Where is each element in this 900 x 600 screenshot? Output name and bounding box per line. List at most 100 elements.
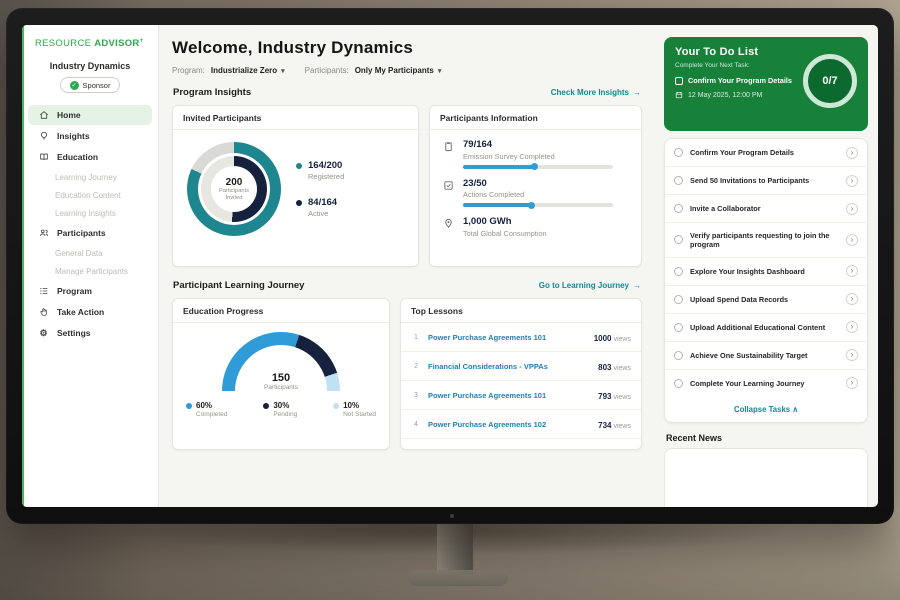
sidebar-item-manage-participants[interactable]: Manage Participants <box>55 266 128 276</box>
check-more-insights-link[interactable]: Check More Insights → <box>551 88 641 97</box>
info-row-survey: 79/164 Emission Survey Completed <box>442 139 629 170</box>
sidebar-item-learning-insights[interactable]: Learning Insights <box>55 208 116 218</box>
task-checkbox[interactable] <box>674 378 683 388</box>
legend-item-pending: 30% Pending <box>263 401 297 418</box>
legend-dot <box>296 200 302 206</box>
task-chevron-icon[interactable]: › <box>846 293 858 306</box>
task-checkbox[interactable] <box>674 235 683 245</box>
todo-task-row[interactable]: Upload Spend Data Records › <box>665 286 867 314</box>
lesson-views: 734 views <box>598 415 631 433</box>
gear-icon: ⚙ <box>39 327 48 338</box>
sidebar-item-program[interactable]: Program <box>28 281 152 301</box>
sidebar-item-general-data[interactable]: General Data <box>55 248 103 258</box>
todo-task-row[interactable]: Explore Your Insights Dashboard › <box>665 258 867 286</box>
lesson-row: 3 Power Purchase Agreements 101 793 views <box>401 381 641 410</box>
views-label: views <box>613 394 631 401</box>
todo-title: Your To Do List <box>675 46 759 58</box>
lesson-link[interactable]: Power Purchase Agreements 101 <box>428 390 547 400</box>
chevron-down-icon: ▾ <box>281 67 285 75</box>
dashboard-screen: RESOURCE ADVISOR+ Industry Dynamics ✓ Sp… <box>22 25 878 507</box>
lesson-link[interactable]: Financial Considerations - VPPAs <box>428 361 548 371</box>
lesson-row: 1 Power Purchase Agreements 101 1000 view… <box>401 323 641 352</box>
donut-center-label: Participants Invited <box>218 187 250 201</box>
arrow-right-icon: → <box>633 281 641 290</box>
sidebar-item-participants[interactable]: Participants <box>28 223 152 243</box>
legend-label: Pending <box>273 411 298 418</box>
legend-value: 60% <box>196 401 213 410</box>
task-checkbox[interactable] <box>674 294 683 304</box>
lesson-link[interactable]: Power Purchase Agreements 101 <box>428 332 547 342</box>
legend-label: Not Started <box>343 411 376 418</box>
lesson-link[interactable]: Power Purchase Agreements 102 <box>428 419 547 429</box>
legend-item-active: 84/164 Active <box>296 197 344 218</box>
clipboard-icon <box>442 139 455 169</box>
todo-task-row[interactable]: Achieve One Sustainability Target › <box>665 342 867 370</box>
gauge-center-value: 150 <box>271 372 291 384</box>
sidebar-item-home[interactable]: Home <box>28 105 152 126</box>
hand-icon <box>38 307 49 317</box>
task-chevron-icon[interactable]: › <box>846 349 858 362</box>
legend-value: 30% <box>273 401 290 410</box>
task-checkbox[interactable] <box>674 322 683 332</box>
card-title: Participants Information <box>430 106 641 130</box>
lesson-link[interactable]: Power Purchase Agreements 103 <box>428 449 591 450</box>
legend-item-completed: 60% Completed <box>186 401 227 418</box>
task-chevron-icon[interactable]: › <box>846 233 858 246</box>
sponsor-badge[interactable]: ✓ Sponsor <box>59 77 121 94</box>
sponsor-label: Sponsor <box>82 80 111 90</box>
collapse-tasks-link[interactable]: Collapse Tasks ∧ <box>665 397 867 422</box>
sidebar-item-label: Home <box>57 110 81 121</box>
task-checkbox[interactable] <box>674 148 683 157</box>
sidebar: RESOURCE ADVISOR+ Industry Dynamics ✓ Sp… <box>22 25 159 507</box>
sidebar-item-settings[interactable]: ⚙ Settings <box>28 323 152 343</box>
lightbulb-icon <box>38 131 49 141</box>
todo-task-row[interactable]: Send 50 Invitations to Participants › <box>665 167 867 195</box>
lesson-rank: 1 <box>414 333 418 341</box>
task-chevron-icon[interactable]: › <box>846 202 858 215</box>
task-checkbox[interactable] <box>674 350 683 360</box>
task-chevron-icon[interactable]: › <box>846 265 858 278</box>
task-chevron-icon[interactable]: › <box>846 174 858 187</box>
people-icon <box>38 228 49 238</box>
program-insights-header: Program Insights Check More Insights → <box>173 87 641 98</box>
next-task-row[interactable]: Confirm Your Program Details <box>675 76 807 85</box>
views-label: views <box>613 423 631 430</box>
task-checkbox[interactable] <box>674 204 683 213</box>
task-chevron-icon[interactable]: › <box>846 146 858 159</box>
participants-select-value: Only My Participants <box>354 66 434 75</box>
legend-dot <box>296 163 302 169</box>
legend-value: 10% <box>343 401 360 410</box>
sidebar-item-label: Settings <box>57 328 91 339</box>
progress-fill <box>463 163 538 170</box>
todo-task-row[interactable]: Invite a Collaborator › <box>665 195 867 223</box>
next-task-checkbox[interactable] <box>675 76 683 85</box>
sidebar-item-take-action[interactable]: Take Action <box>28 302 152 322</box>
sidebar-item-learning-journey[interactable]: Learning Journey <box>55 172 117 182</box>
todo-task-row[interactable]: Verify participants requesting to join t… <box>665 223 867 258</box>
sidebar-item-education[interactable]: Education <box>28 147 152 167</box>
views-value: 734 <box>598 421 612 430</box>
info-value: 23/50 <box>463 177 487 189</box>
task-chevron-icon[interactable]: › <box>846 377 858 390</box>
legend-value: 164/200 <box>308 160 343 171</box>
participants-select[interactable]: Only My Participants ▾ <box>355 66 442 75</box>
lesson-views: 793 views <box>598 386 631 404</box>
task-label: Invite a Collaborator <box>690 203 761 213</box>
task-checkbox[interactable] <box>674 266 683 276</box>
task-checkbox[interactable] <box>674 176 683 185</box>
monitor-stand-neck <box>437 522 473 574</box>
todo-summary-card: Your To Do List Complete Your Next Task:… <box>664 37 868 131</box>
monitor-stand-base <box>408 570 508 586</box>
go-to-learning-journey-link[interactable]: Go to Learning Journey → <box>539 281 641 290</box>
chevron-up-icon: ∧ <box>792 404 799 414</box>
next-task-label: Confirm Your Program Details <box>688 76 792 85</box>
sidebar-item-education-content[interactable]: Education Content <box>55 190 121 200</box>
program-select[interactable]: Industrialize Zero ▾ <box>211 66 285 75</box>
task-chevron-icon[interactable]: › <box>846 321 858 334</box>
views-value: 803 <box>598 363 612 372</box>
section-title: Participant Learning Journey <box>173 280 305 291</box>
todo-task-row[interactable]: Confirm Your Program Details › <box>665 139 867 167</box>
sidebar-item-insights[interactable]: Insights <box>28 126 152 146</box>
todo-task-row[interactable]: Upload Additional Educational Content › <box>665 314 867 342</box>
todo-task-row[interactable]: Complete Your Learning Journey › <box>665 370 867 397</box>
